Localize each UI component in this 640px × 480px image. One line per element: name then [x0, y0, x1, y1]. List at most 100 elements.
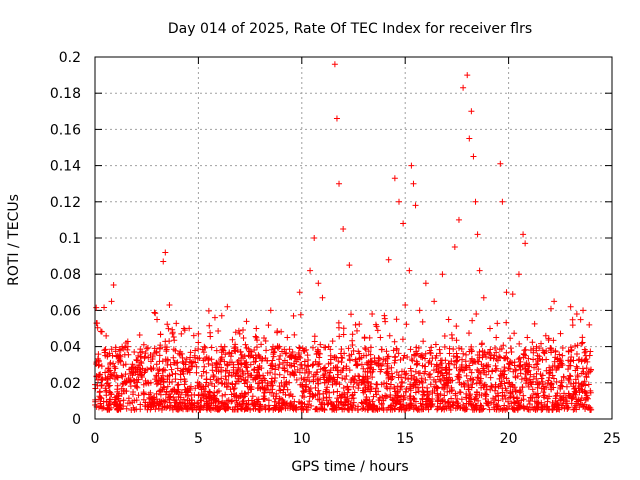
baseline-point: [469, 317, 476, 324]
y-tick-label: 0.06: [50, 303, 81, 319]
baseline-point: [324, 401, 331, 408]
baseline-point: [404, 353, 411, 360]
baseline-point: [471, 396, 478, 403]
baseline-point: [412, 389, 419, 396]
chart-title: Day 014 of 2025, Rate Of TEC Index for r…: [168, 21, 532, 37]
baseline-point: [348, 351, 355, 358]
baseline-point: [494, 390, 501, 397]
baseline-point: [116, 346, 123, 353]
x-tick-label: 20: [500, 431, 518, 447]
baseline-point: [291, 363, 298, 370]
baseline-point: [411, 373, 418, 380]
y-tick-label: 0.18: [50, 86, 81, 102]
baseline-point: [390, 397, 397, 404]
data-point: [224, 303, 231, 310]
baseline-point: [105, 383, 112, 390]
baseline-point: [133, 376, 140, 383]
data-point: [486, 325, 493, 332]
baseline-point: [543, 403, 550, 410]
data-point: [369, 311, 376, 318]
data-point: [395, 198, 402, 205]
baseline-point: [529, 404, 536, 411]
baseline-point: [367, 369, 374, 376]
baseline-point: [500, 374, 507, 381]
baseline-point: [284, 386, 291, 393]
baseline-point: [582, 397, 589, 404]
baseline-point: [168, 388, 175, 395]
data-point: [515, 271, 522, 278]
baseline-point: [545, 335, 552, 342]
baseline-point: [232, 329, 239, 336]
baseline-point: [491, 352, 498, 359]
data-point: [472, 198, 479, 205]
baseline-point: [160, 378, 167, 385]
baseline-point: [231, 385, 238, 392]
baseline-point: [416, 406, 423, 413]
baseline-point: [418, 375, 425, 382]
baseline-point: [215, 376, 222, 383]
baseline-point: [240, 376, 247, 383]
baseline-point: [571, 385, 578, 392]
baseline-point: [265, 397, 272, 404]
baseline-point: [574, 365, 581, 372]
baseline-point: [201, 363, 208, 370]
baseline-point: [579, 334, 586, 341]
baseline-point: [500, 342, 507, 349]
baseline-point: [439, 398, 446, 405]
baseline-point: [508, 348, 515, 355]
baseline-point: [369, 398, 376, 405]
baseline-point: [582, 371, 589, 378]
baseline-point: [156, 388, 163, 395]
baseline-point: [393, 400, 400, 407]
baseline-point: [313, 351, 320, 358]
baseline-point: [535, 404, 542, 411]
baseline-point: [106, 406, 113, 413]
baseline-point: [214, 364, 221, 371]
baseline-point: [349, 405, 356, 412]
baseline-point: [442, 403, 449, 410]
baseline-point: [150, 403, 157, 410]
baseline-point: [419, 362, 426, 369]
x-tick-label: 15: [396, 431, 414, 447]
baseline-point: [350, 402, 357, 409]
baseline-point: [291, 331, 298, 338]
baseline-point: [384, 368, 391, 375]
baseline-point: [465, 386, 472, 393]
baseline-point: [488, 399, 495, 406]
baseline-point: [241, 380, 248, 387]
baseline-point: [380, 397, 387, 404]
baseline-point: [398, 406, 405, 413]
baseline-point: [95, 376, 102, 383]
baseline-point: [158, 374, 165, 381]
baseline-point: [335, 358, 342, 365]
baseline-point: [224, 397, 231, 404]
data-point: [391, 175, 398, 182]
baseline-point: [453, 350, 460, 357]
baseline-point: [502, 406, 509, 413]
baseline-point: [417, 370, 424, 377]
y-tick-label: 0.1: [59, 231, 81, 247]
baseline-point: [453, 323, 460, 330]
baseline-point: [391, 359, 398, 366]
baseline-point: [334, 388, 341, 395]
baseline-point: [339, 375, 346, 382]
baseline-point: [144, 344, 151, 351]
baseline-point: [373, 405, 380, 412]
data-point: [360, 352, 367, 359]
baseline-point: [422, 368, 429, 375]
baseline-point: [374, 327, 381, 334]
baseline-point: [578, 395, 585, 402]
baseline-point: [579, 401, 586, 408]
baseline-point: [569, 322, 576, 329]
baseline-point: [180, 396, 187, 403]
data-point: [302, 383, 309, 390]
baseline-point: [455, 345, 462, 352]
baseline-point: [133, 356, 140, 363]
baseline-point: [375, 388, 382, 395]
baseline-point: [498, 378, 505, 385]
baseline-point: [137, 349, 144, 356]
baseline-point: [138, 372, 145, 379]
baseline-point: [473, 402, 480, 409]
baseline-point: [203, 400, 210, 407]
baseline-point: [405, 376, 412, 383]
